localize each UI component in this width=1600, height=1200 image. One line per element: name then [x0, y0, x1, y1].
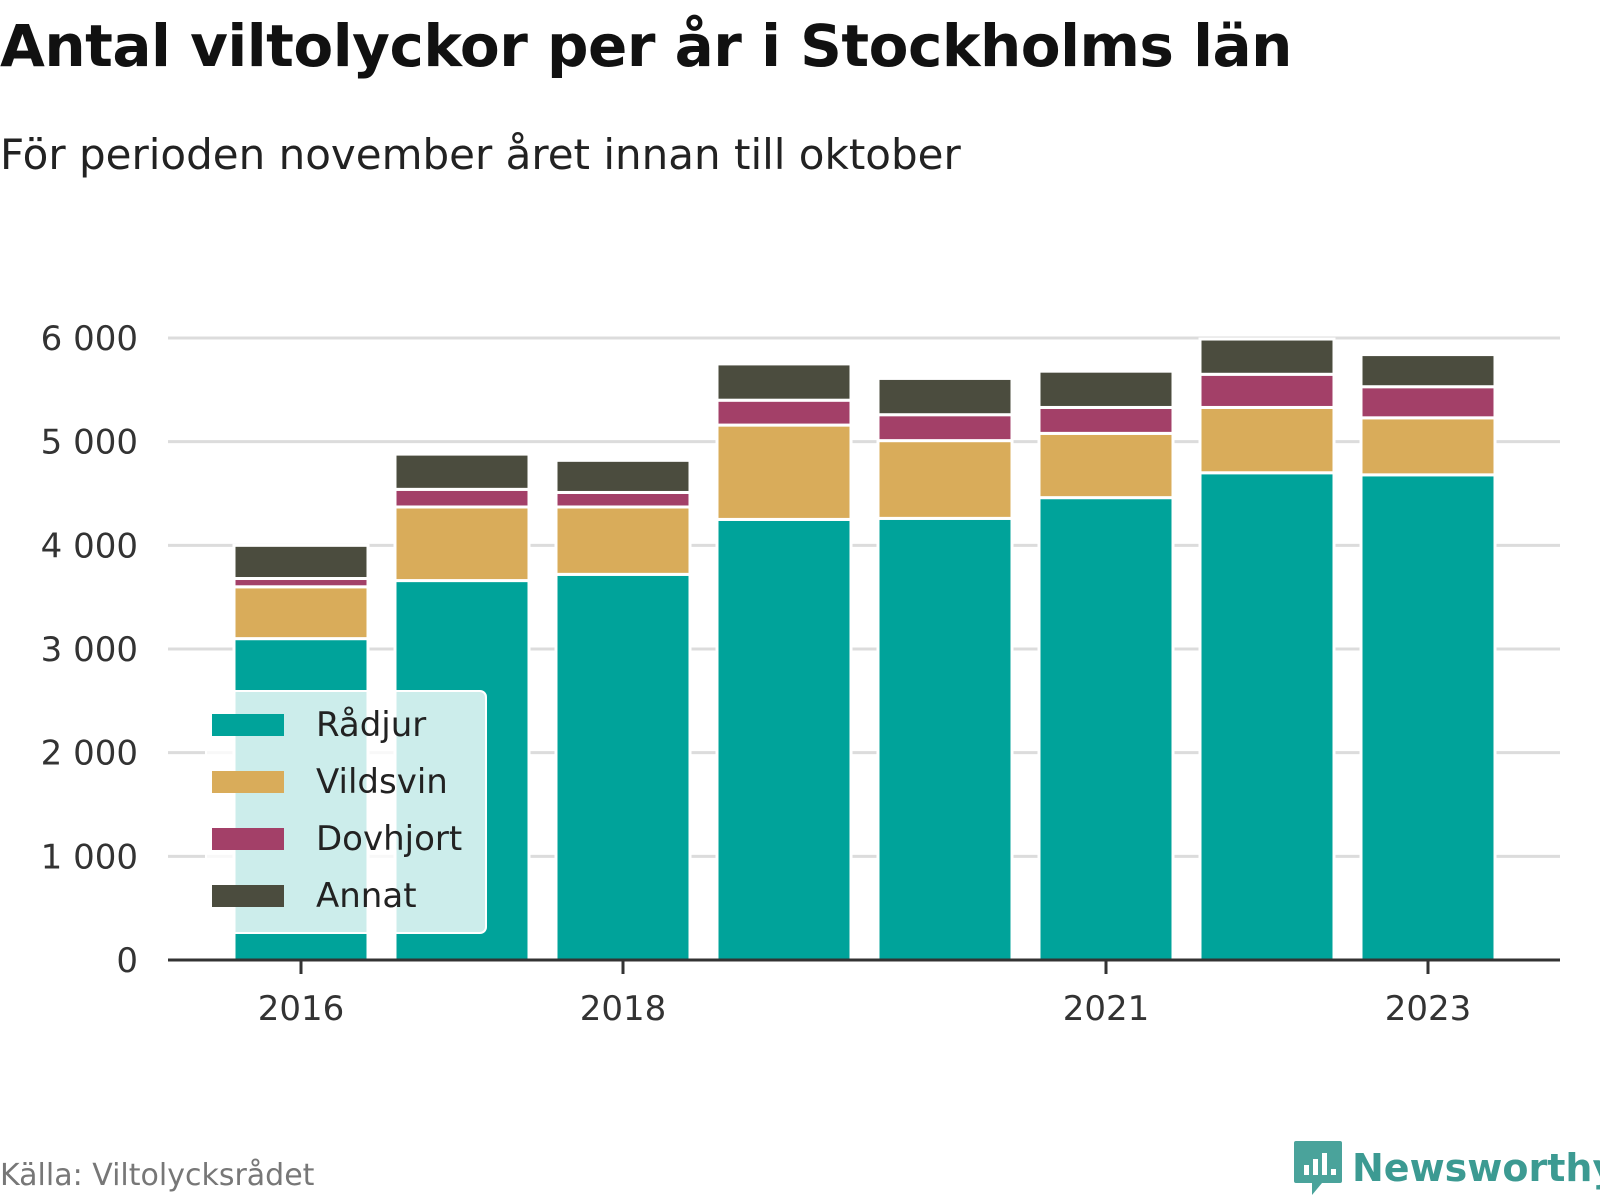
bar-rådjur-2021: [1037, 496, 1175, 962]
bar-vildsvin-2016: [232, 585, 370, 641]
bar-stack-2019: [715, 362, 853, 962]
newsworthy-logo-text: Newsworthy: [1352, 1146, 1600, 1190]
legend-swatch: [212, 885, 284, 907]
bar-stack-2021: [1037, 369, 1175, 962]
y-tick-label: 6 000: [41, 319, 138, 359]
bar-annat-2023: [1359, 353, 1497, 389]
y-tick-label: 4 000: [41, 526, 138, 566]
legend-label: Rådjur: [316, 705, 426, 745]
bar-vildsvin-2017: [393, 505, 531, 583]
y-tick-label: 1 000: [41, 837, 138, 877]
newsworthy-logo: Newsworthy: [1292, 1140, 1600, 1196]
bar-stack-2020: [876, 376, 1014, 962]
newsworthy-chart-bubble-icon: [1294, 1141, 1342, 1195]
y-tick-label: 3 000: [41, 630, 138, 670]
bar-vildsvin-2020: [876, 439, 1014, 520]
source-note: Källa: Viltolycksrådet: [0, 1158, 315, 1193]
bar-annat-2018: [554, 458, 692, 494]
x-tick-label: 2016: [258, 989, 345, 1029]
legend-item-rådjur: Rådjur: [212, 705, 426, 745]
legend-item-annat: Annat: [212, 876, 417, 916]
bar-dovhjort-2020: [876, 413, 1014, 443]
bar-rådjur-2023: [1359, 473, 1497, 962]
legend-swatch: [212, 714, 284, 736]
legend: Rådjur Vildsvin Dovhjort Annat: [205, 690, 487, 934]
legend-item-vildsvin: Vildsvin: [212, 762, 448, 802]
bar-vildsvin-2022: [1198, 405, 1336, 475]
bar-dovhjort-2021: [1037, 405, 1175, 435]
chart-subtitle: För perioden november året innan till ok…: [0, 130, 961, 179]
bar-vildsvin-2021: [1037, 431, 1175, 500]
bar-stack-2022: [1198, 337, 1336, 962]
bar-dovhjort-2017: [393, 487, 531, 509]
bar-stack-2018: [554, 458, 692, 962]
bar-annat-2019: [715, 362, 853, 402]
y-tick-label: 2 000: [41, 734, 138, 774]
bar-vildsvin-2018: [554, 505, 692, 576]
x-tick-label: 2021: [1063, 989, 1150, 1029]
bar-rådjur-2018: [554, 572, 692, 962]
legend-swatch: [212, 828, 284, 850]
bar-rådjur-2020: [876, 516, 1014, 962]
bar-dovhjort-2023: [1359, 385, 1497, 420]
legend-swatch: [212, 771, 284, 793]
legend-box: [205, 690, 487, 934]
bar-stack-2023: [1359, 353, 1497, 962]
bar-vildsvin-2023: [1359, 416, 1497, 477]
bar-rådjur-2022: [1198, 471, 1336, 962]
legend-label: Annat: [316, 876, 417, 916]
x-axis-ticks: 2016 2018 2021 2023: [258, 960, 1472, 1029]
bar-annat-2021: [1037, 369, 1175, 409]
bar-vildsvin-2019: [715, 423, 853, 521]
legend-label: Vildsvin: [316, 762, 448, 802]
bar-annat-2017: [393, 452, 531, 491]
x-tick-label: 2023: [1385, 989, 1472, 1029]
chart-title: Antal viltolyckor per år i Stockholms lä…: [0, 12, 1292, 80]
y-axis-ticks: 0 1 000 2 000 3 000 4 000 5 000 6 000: [41, 319, 138, 981]
bar-annat-2020: [876, 376, 1014, 417]
bar-dovhjort-2022: [1198, 372, 1336, 409]
y-tick-label: 5 000: [41, 423, 138, 463]
y-tick-label: 0: [116, 941, 138, 981]
bar-annat-2016: [232, 543, 370, 581]
legend-label: Dovhjort: [316, 819, 462, 859]
bar-dovhjort-2019: [715, 398, 853, 427]
x-tick-label: 2018: [580, 989, 667, 1029]
bar-dovhjort-2018: [554, 490, 692, 509]
bar-rådjur-2019: [715, 517, 853, 962]
legend-item-dovhjort: Dovhjort: [212, 819, 462, 859]
bar-annat-2022: [1198, 337, 1336, 376]
